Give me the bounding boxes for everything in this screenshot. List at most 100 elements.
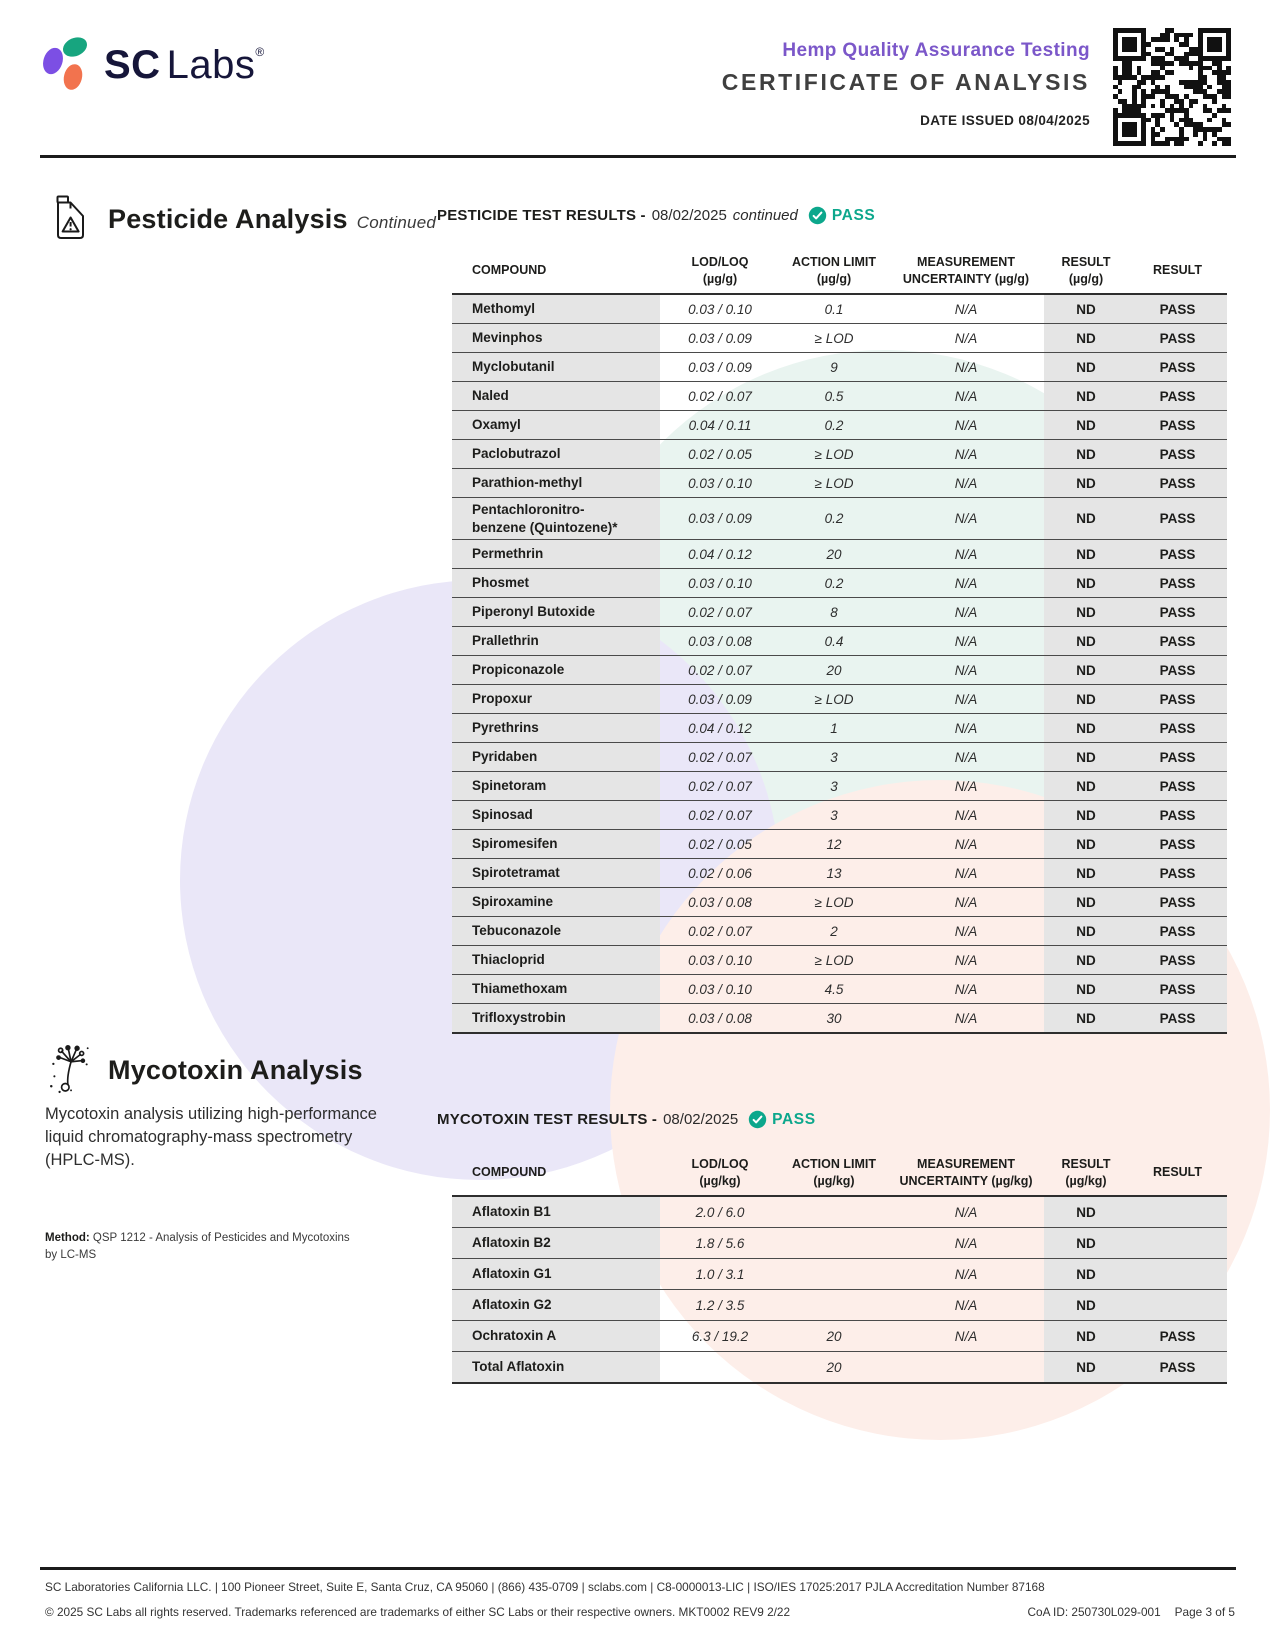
cell-uncertainty: N/A xyxy=(954,446,978,462)
cell-result: ND xyxy=(1044,411,1128,439)
cell-lod_loq: 2.0 / 6.0 xyxy=(695,1204,745,1220)
cell-compound: Pyridaben xyxy=(452,743,660,772)
cell-uncertainty: N/A xyxy=(954,952,978,968)
cell-result: ND xyxy=(1044,917,1128,946)
table-row: Ochratoxin A 6.3 / 19.2 20 N/A ND PASS xyxy=(452,1321,1227,1352)
cell-action_limit: 3 xyxy=(830,749,838,765)
table-row: Permethrin 0.04 / 0.12 20 N/A ND PASS xyxy=(452,540,1227,570)
cell-compound: Aflatoxin G1 xyxy=(452,1259,660,1289)
method-text: QSP 1212 - Analysis of Pesticides and My… xyxy=(45,1232,350,1261)
cell-status: PASS xyxy=(1128,540,1227,569)
pesticide-jug-icon xyxy=(48,193,94,246)
cell-compound: Total Aflatoxin xyxy=(452,1352,660,1382)
table-row: Trifloxystrobin 0.03 / 0.08 30 N/A ND PASS xyxy=(452,1004,1227,1035)
cell-compound: Spirotetramat xyxy=(452,859,660,888)
cell-lod_loq: 0.04 / 0.12 xyxy=(688,720,752,736)
cell-lod_loq: 0.03 / 0.10 xyxy=(688,475,752,491)
column-header: LOD/LOQ (µg/kg) xyxy=(691,1157,749,1188)
table-row: Naled 0.02 / 0.07 0.5 N/A ND PASS xyxy=(452,382,1227,411)
cell-result: ND xyxy=(1044,1290,1128,1320)
cell-status: PASS xyxy=(1128,295,1227,323)
cell-action_limit: ≥ LOD xyxy=(814,894,854,910)
cell-action_limit: 9 xyxy=(830,359,838,375)
mycotoxin-description: Mycotoxin analysis utilizing high-perfor… xyxy=(45,1105,377,1169)
cell-status xyxy=(1128,1290,1227,1320)
cell-lod_loq: 0.03 / 0.08 xyxy=(688,1010,752,1026)
cell-compound: Ochratoxin A xyxy=(452,1321,660,1351)
cell-status: PASS xyxy=(1128,382,1227,410)
cell-uncertainty: N/A xyxy=(954,301,978,317)
cell-uncertainty: N/A xyxy=(954,575,978,591)
cell-lod_loq: 0.03 / 0.10 xyxy=(688,952,752,968)
cell-result: ND xyxy=(1044,946,1128,975)
cell-result: ND xyxy=(1044,1228,1128,1258)
cell-lod_loq: 0.02 / 0.07 xyxy=(688,749,752,765)
cell-status: PASS xyxy=(1128,656,1227,685)
cell-lod_loq: 0.02 / 0.07 xyxy=(688,662,752,678)
pesticide-title-text: Pesticide Analysis xyxy=(108,204,348,234)
cell-result: ND xyxy=(1044,540,1128,569)
cell-uncertainty: N/A xyxy=(954,662,978,678)
cell-lod_loq: 6.3 / 19.2 xyxy=(691,1328,749,1344)
cell-uncertainty: N/A xyxy=(954,1266,978,1282)
cell-uncertainty: N/A xyxy=(954,1328,978,1344)
cell-uncertainty: N/A xyxy=(954,330,978,346)
cell-uncertainty: N/A xyxy=(954,1010,978,1026)
footer-divider xyxy=(40,1567,1236,1570)
column-header: RESULT (µg/g) xyxy=(1061,255,1111,286)
method-label: Method: xyxy=(45,1232,90,1244)
cell-uncertainty: N/A xyxy=(954,546,978,562)
cell-compound: Methomyl xyxy=(452,295,660,323)
cell-status: PASS xyxy=(1128,830,1227,859)
cell-result: ND xyxy=(1044,685,1128,714)
table-row: Oxamyl 0.04 / 0.11 0.2 N/A ND PASS xyxy=(452,411,1227,440)
cell-lod_loq: 0.02 / 0.07 xyxy=(688,778,752,794)
cell-lod_loq: 0.02 / 0.07 xyxy=(688,923,752,939)
logo-sc: SC xyxy=(104,43,161,87)
cell-status: PASS xyxy=(1128,946,1227,975)
mycotoxin-results-date: 08/02/2025 xyxy=(663,1111,739,1128)
sclabs-logo: SC Labs® xyxy=(42,34,265,97)
cell-uncertainty: N/A xyxy=(954,807,978,823)
mycotoxin-pass-badge: PASS xyxy=(748,1110,815,1129)
table-row: Prallethrin 0.03 / 0.08 0.4 N/A ND PASS xyxy=(452,627,1227,657)
cell-action_limit: 8 xyxy=(830,604,838,620)
mycotoxin-method: Method: QSP 1212 - Analysis of Pesticide… xyxy=(45,1230,360,1263)
cell-result: ND xyxy=(1044,656,1128,685)
footer-coa-id: CoA ID: 250730L029-001 xyxy=(1027,1605,1161,1619)
pesticide-section-title: Pesticide Analysis Continued xyxy=(108,204,436,235)
cell-uncertainty: N/A xyxy=(954,1204,978,1220)
table-row: Aflatoxin B1 2.0 / 6.0 N/A ND xyxy=(452,1197,1227,1228)
cell-result: ND xyxy=(1044,469,1128,497)
cell-lod_loq: 0.02 / 0.05 xyxy=(688,836,752,852)
cell-status: PASS xyxy=(1128,598,1227,627)
cell-lod_loq: 0.03 / 0.10 xyxy=(688,301,752,317)
cell-compound: Myclobutanil xyxy=(452,353,660,381)
cell-compound: Pentachloronitro- benzene (Quintozene)* xyxy=(452,498,660,540)
cell-lod_loq: 1.8 / 5.6 xyxy=(695,1235,745,1251)
cell-action_limit: 3 xyxy=(830,807,838,823)
cell-lod_loq: 0.02 / 0.06 xyxy=(688,865,752,881)
table-row: Myclobutanil 0.03 / 0.09 9 N/A ND PASS xyxy=(452,353,1227,382)
cell-compound: Thiacloprid xyxy=(452,946,660,975)
table-row: Spirotetramat 0.02 / 0.06 13 N/A ND PASS xyxy=(452,859,1227,889)
cell-lod_loq: 0.03 / 0.09 xyxy=(688,359,752,375)
pesticide-pass-badge: PASS xyxy=(808,206,875,225)
cell-result: ND xyxy=(1044,830,1128,859)
mycotoxin-section-title: Mycotoxin Analysis xyxy=(108,1055,363,1085)
cell-compound: Trifloxystrobin xyxy=(452,1004,660,1033)
table-row: Spiroxamine 0.03 / 0.08 ≥ LOD N/A ND PASS xyxy=(452,888,1227,918)
cell-lod_loq: 0.04 / 0.12 xyxy=(688,546,752,562)
cell-lod_loq: 0.03 / 0.10 xyxy=(688,981,752,997)
cell-uncertainty: N/A xyxy=(954,388,978,404)
cell-lod_loq xyxy=(660,1352,780,1382)
cell-uncertainty: N/A xyxy=(954,691,978,707)
table-row: Phosmet 0.03 / 0.10 0.2 N/A ND PASS xyxy=(452,569,1227,599)
cell-status: PASS xyxy=(1128,685,1227,714)
cell-compound: Spiroxamine xyxy=(452,888,660,917)
mycotoxin-mold-icon xyxy=(46,1042,94,1099)
cell-lod_loq: 0.03 / 0.09 xyxy=(688,511,752,527)
pesticide-results-note: continued xyxy=(732,207,798,224)
table-row: Propoxur 0.03 / 0.09 ≥ LOD N/A ND PASS xyxy=(452,685,1227,715)
